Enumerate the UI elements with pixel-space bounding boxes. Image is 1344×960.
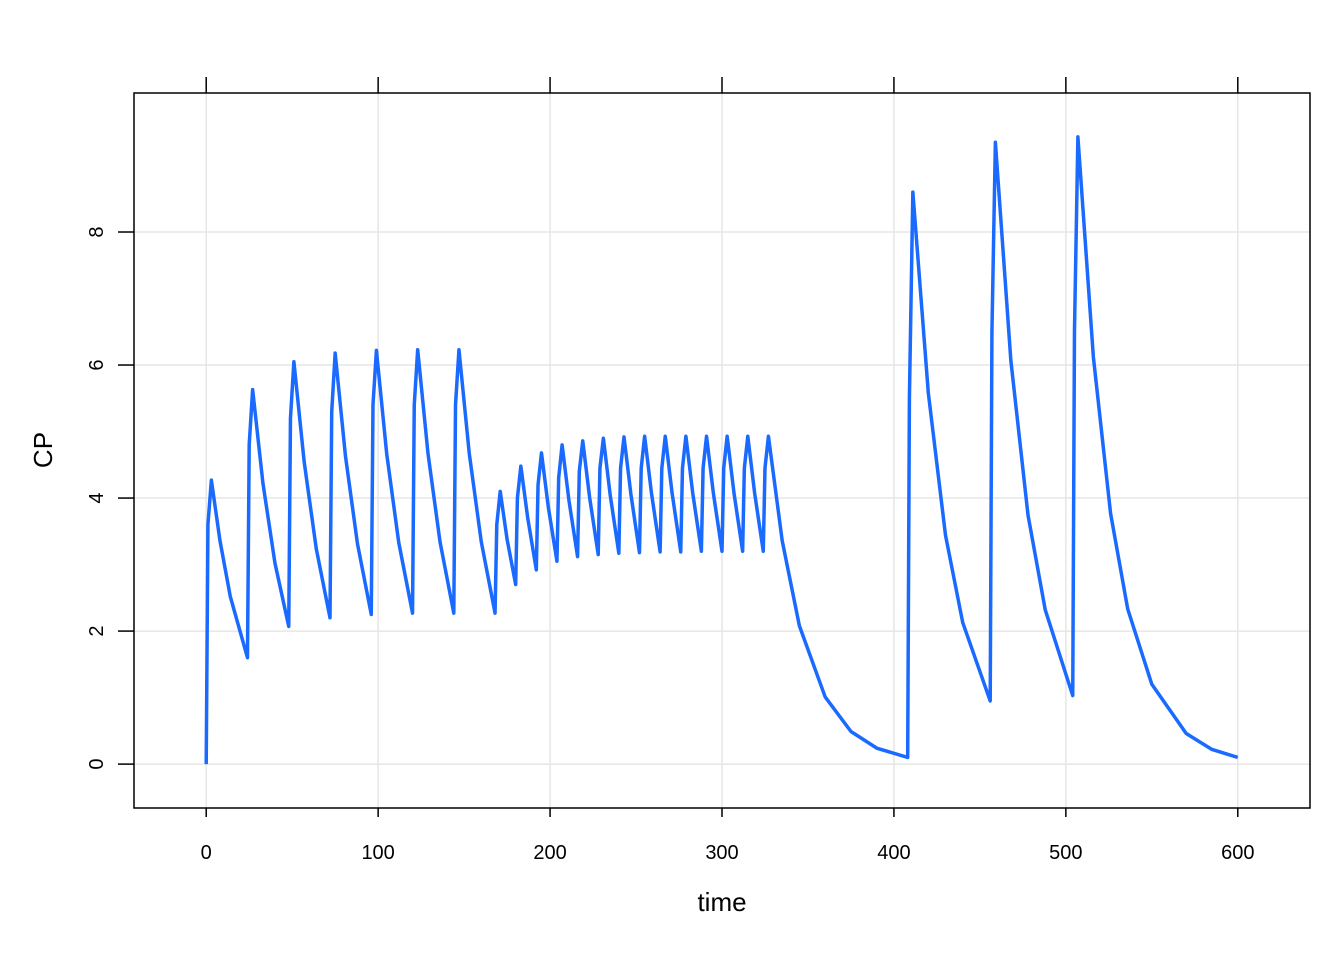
grid	[134, 93, 1310, 808]
x-tick-label: 500	[1049, 842, 1082, 864]
axes: 0 100 200 300 400 500 600 0 2 4 6 8	[86, 77, 1254, 864]
x-tick-label: 300	[705, 842, 738, 864]
y-tick-label: 4	[86, 492, 108, 503]
x-tick-label: 0	[201, 842, 212, 864]
y-tick-label: 6	[86, 359, 108, 370]
y-tick-label: 0	[86, 759, 108, 770]
x-axis-title: time	[697, 887, 746, 917]
y-tick-label: 2	[86, 626, 108, 637]
x-tick-label: 200	[533, 842, 566, 864]
x-tick-label: 100	[361, 842, 394, 864]
y-axis-title: CP	[28, 432, 58, 468]
line	[204, 135, 1239, 765]
y-tick-label: 8	[86, 226, 108, 237]
x-tick-label: 400	[877, 842, 910, 864]
x-tick-label: 600	[1221, 842, 1254, 864]
